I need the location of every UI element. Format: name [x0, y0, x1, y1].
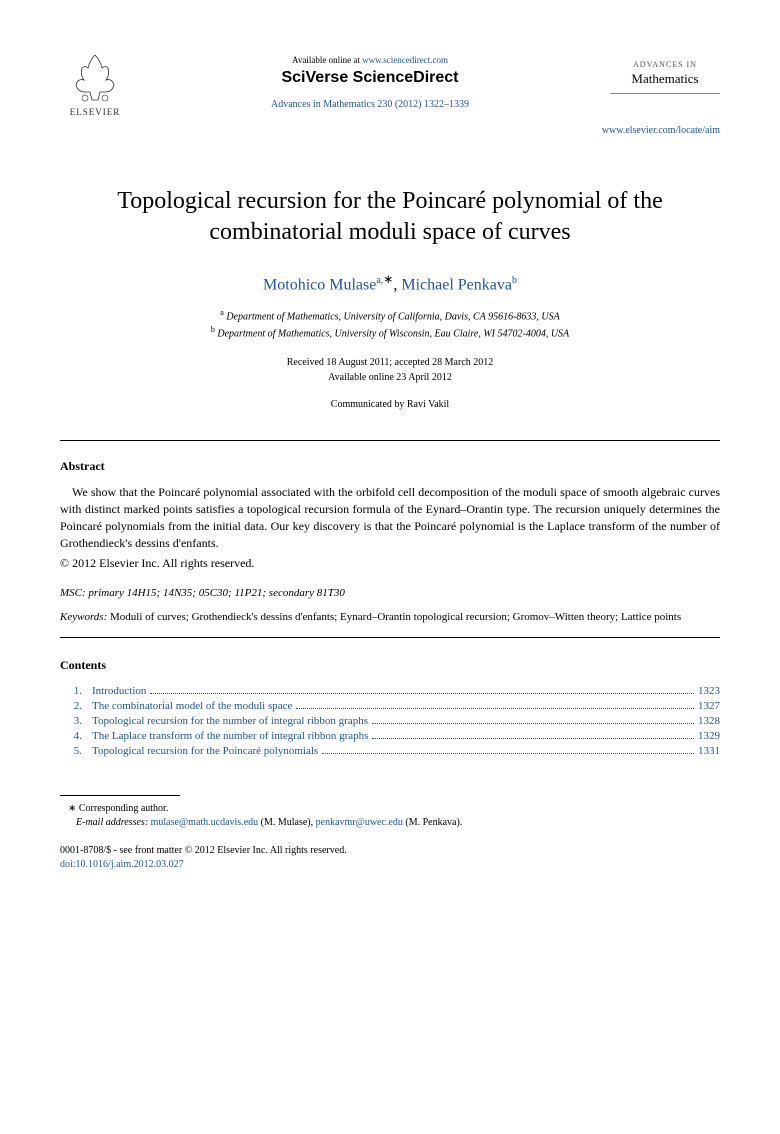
- toc-title: Topological recursion for the Poincaré p…: [92, 745, 318, 757]
- email-addresses: E-mail addresses: mulase@math.ucdavis.ed…: [76, 816, 720, 830]
- toc-page: 1327: [698, 700, 720, 712]
- toc: 1. Introduction 1323 2. The combinatoria…: [60, 685, 720, 757]
- header-row: ELSEVIER Available online at www.science…: [60, 50, 720, 117]
- issn-line: 0001-8708/$ - see front matter © 2012 El…: [60, 844, 720, 858]
- available-online: Available online at www.sciencedirect.co…: [130, 55, 610, 65]
- rule-1: [60, 440, 720, 441]
- paper-title: Topological recursion for the Poincaré p…: [60, 186, 720, 248]
- toc-page: 1328: [698, 715, 720, 727]
- toc-num: 5.: [60, 745, 82, 757]
- sciencedirect-link[interactable]: www.sciencedirect.com: [362, 55, 448, 65]
- received-date: Received 18 August 2011; accepted 28 Mar…: [60, 355, 720, 370]
- communicated-by: Communicated by Ravi Vakil: [60, 399, 720, 410]
- msc-text: primary 14H15; 14N35; 05C30; 11P21; seco…: [86, 587, 345, 599]
- toc-num: 3.: [60, 715, 82, 727]
- journal-math: Mathematics: [610, 71, 720, 94]
- toc-num: 4.: [60, 730, 82, 742]
- authors: Motohico Mulasea,∗, Michael Penkavab: [60, 272, 720, 294]
- corresponding-author: ∗ Corresponding author.: [68, 802, 720, 816]
- author-1-link[interactable]: Motohico Mulase: [263, 277, 376, 294]
- abstract-copyright: © 2012 Elsevier Inc. All rights reserved…: [60, 556, 720, 571]
- toc-num: 1.: [60, 685, 82, 697]
- toc-title: Topological recursion for the number of …: [92, 715, 368, 727]
- footnote-rule: [60, 795, 180, 796]
- sciverse-logo: SciVerse ScienceDirect: [130, 69, 610, 87]
- elsevier-text: ELSEVIER: [70, 107, 121, 117]
- toc-row[interactable]: 3. Topological recursion for the number …: [60, 715, 720, 727]
- doi-link[interactable]: doi:10.1016/j.aim.2012.03.027: [60, 859, 184, 870]
- email-1-who: (M. Mulase),: [258, 817, 316, 828]
- toc-dots: [296, 708, 694, 709]
- locate-link[interactable]: www.elsevier.com/locate/aim: [60, 125, 720, 136]
- footnotes: ∗ Corresponding author. E-mail addresses…: [60, 802, 720, 830]
- dates: Received 18 August 2011; accepted 28 Mar…: [60, 355, 720, 385]
- toc-dots: [372, 738, 694, 739]
- affiliation-b: b Department of Mathematics, University …: [60, 324, 720, 341]
- toc-row[interactable]: 4. The Laplace transform of the number o…: [60, 730, 720, 742]
- abstract-text: We show that the Poincaré polynomial ass…: [60, 484, 720, 551]
- author-2-affil-marker: b: [512, 275, 517, 286]
- keywords: Keywords: Moduli of curves; Grothendieck…: [60, 611, 720, 623]
- author-2-link[interactable]: Michael Penkava: [401, 277, 512, 294]
- contents-heading: Contents: [60, 658, 720, 673]
- msc: MSC: primary 14H15; 14N35; 05C30; 11P21;…: [60, 587, 720, 599]
- elsevier-tree-icon: [70, 50, 120, 105]
- toc-dots: [150, 693, 694, 694]
- toc-page: 1331: [698, 745, 720, 757]
- toc-page: 1329: [698, 730, 720, 742]
- toc-dots: [322, 753, 694, 754]
- bottom-info: 0001-8708/$ - see front matter © 2012 El…: [60, 844, 720, 872]
- email-2-who: (M. Penkava).: [403, 817, 462, 828]
- toc-title: Introduction: [92, 685, 146, 697]
- email-2-link[interactable]: penkavmr@uwec.edu: [316, 817, 403, 828]
- email-1-link[interactable]: mulase@math.ucdavis.edu: [151, 817, 259, 828]
- affiliation-a: a Department of Mathematics, University …: [60, 307, 720, 324]
- online-date: Available online 23 April 2012: [60, 370, 720, 385]
- abstract-heading: Abstract: [60, 459, 720, 474]
- msc-label: MSC:: [60, 587, 86, 599]
- toc-page: 1323: [698, 685, 720, 697]
- center-header: Available online at www.sciencedirect.co…: [130, 50, 610, 110]
- toc-num: 2.: [60, 700, 82, 712]
- elsevier-logo: ELSEVIER: [60, 50, 130, 117]
- toc-dots: [372, 723, 694, 724]
- keywords-label: Keywords:: [60, 611, 107, 623]
- toc-row[interactable]: 5. Topological recursion for the Poincar…: [60, 745, 720, 757]
- keywords-text: Moduli of curves; Grothendieck's dessins…: [107, 611, 681, 623]
- journal-box: ADVANCES IN Mathematics: [610, 50, 720, 94]
- journal-name-small: ADVANCES IN: [610, 60, 720, 69]
- affiliations: a Department of Mathematics, University …: [60, 307, 720, 342]
- available-text: Available online at: [292, 55, 362, 65]
- email-label: E-mail addresses:: [76, 817, 148, 828]
- author-1-corr-marker: ∗: [383, 272, 393, 286]
- rule-2: [60, 637, 720, 638]
- toc-title: The Laplace transform of the number of i…: [92, 730, 368, 742]
- toc-row[interactable]: 1. Introduction 1323: [60, 685, 720, 697]
- journal-reference[interactable]: Advances in Mathematics 230 (2012) 1322–…: [130, 99, 610, 110]
- toc-row[interactable]: 2. The combinatorial model of the moduli…: [60, 700, 720, 712]
- toc-title: The combinatorial model of the moduli sp…: [92, 700, 292, 712]
